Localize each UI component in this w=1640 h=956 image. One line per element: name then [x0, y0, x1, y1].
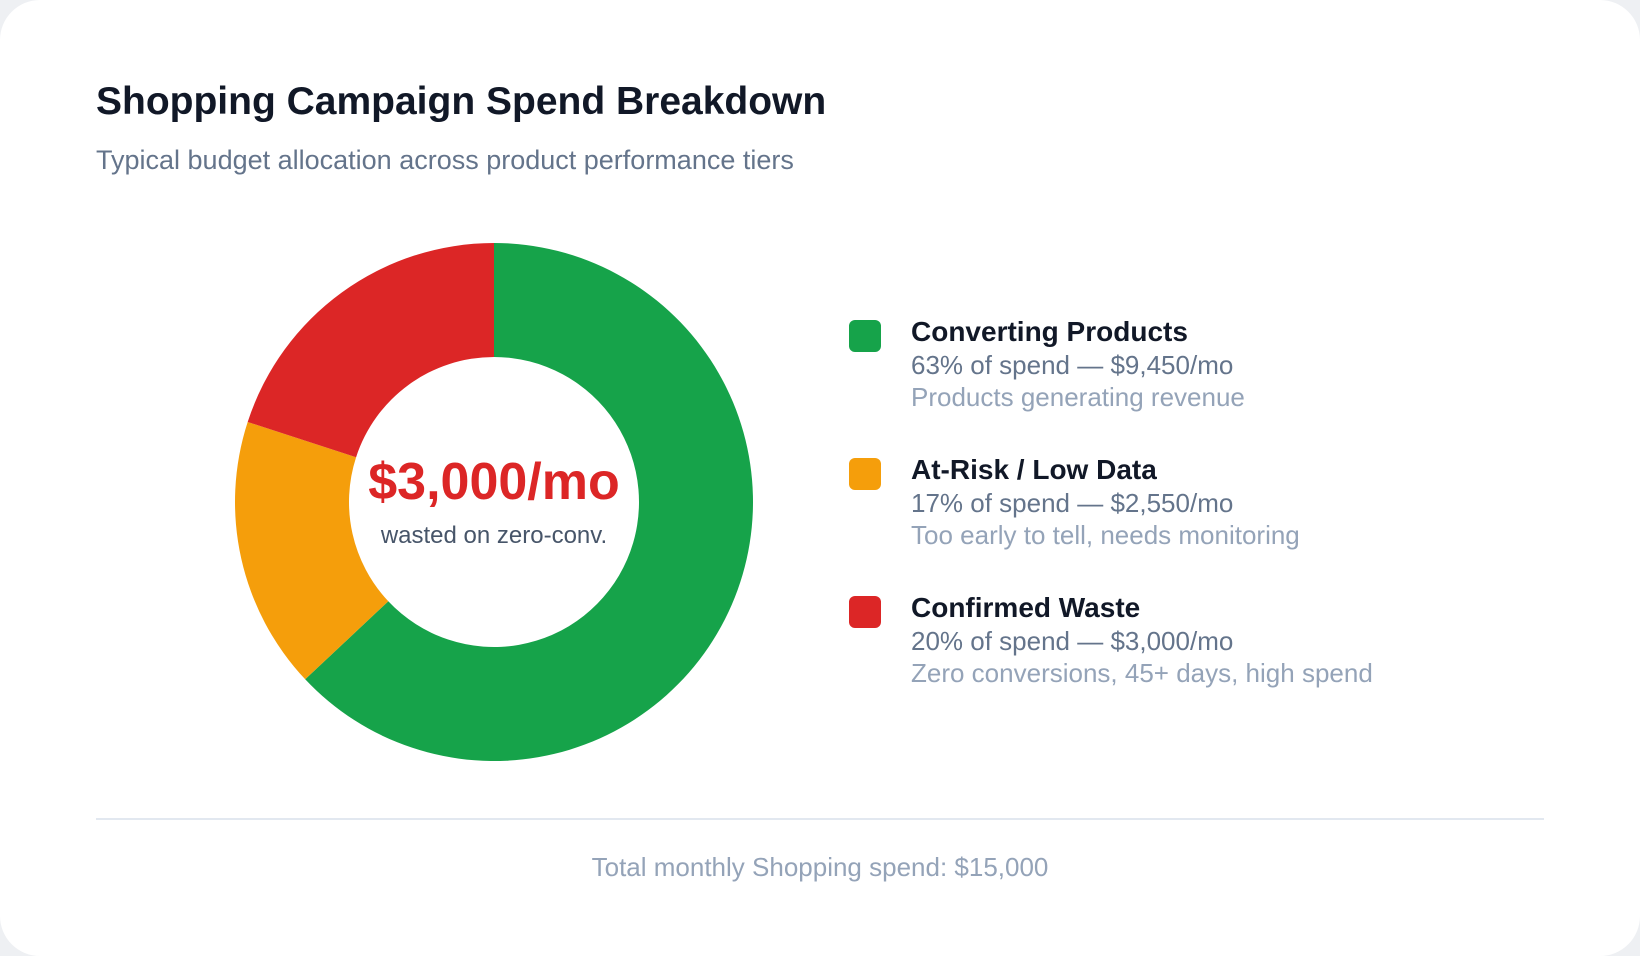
- donut-slice-0: [305, 243, 753, 762]
- legend-value: 63% of spend — $9,450/mo: [911, 350, 1234, 380]
- legend-value: 20% of spend — $3,000/mo: [911, 626, 1234, 656]
- donut-slice-1: [235, 421, 389, 680]
- donut-slice-2: [247, 243, 494, 458]
- legend-title: Converting Products: [911, 316, 1188, 347]
- divider: [96, 818, 1544, 820]
- legend-swatch: [849, 596, 881, 628]
- legend-swatch: [849, 458, 881, 490]
- legend-description: Too early to tell, needs monitoring: [911, 520, 1300, 550]
- legend-description: Products generating revenue: [911, 382, 1245, 412]
- donut-center-value: $3,000/mo: [368, 453, 620, 511]
- donut-center-label: wasted on zero-conv.: [380, 522, 608, 549]
- legend-title: At-Risk / Low Data: [911, 454, 1157, 485]
- legend-description: Zero conversions, 45+ days, high spend: [911, 658, 1373, 688]
- legend-value: 17% of spend — $2,550/mo: [911, 488, 1234, 518]
- legend-swatch: [849, 320, 881, 352]
- donut-chart: [235, 243, 753, 762]
- chart-title: Shopping Campaign Spend Breakdown: [96, 80, 827, 123]
- chart-subtitle: Typical budget allocation across product…: [96, 145, 794, 175]
- footer-total: Total monthly Shopping spend: $15,000: [591, 852, 1049, 882]
- legend-title: Confirmed Waste: [911, 592, 1141, 623]
